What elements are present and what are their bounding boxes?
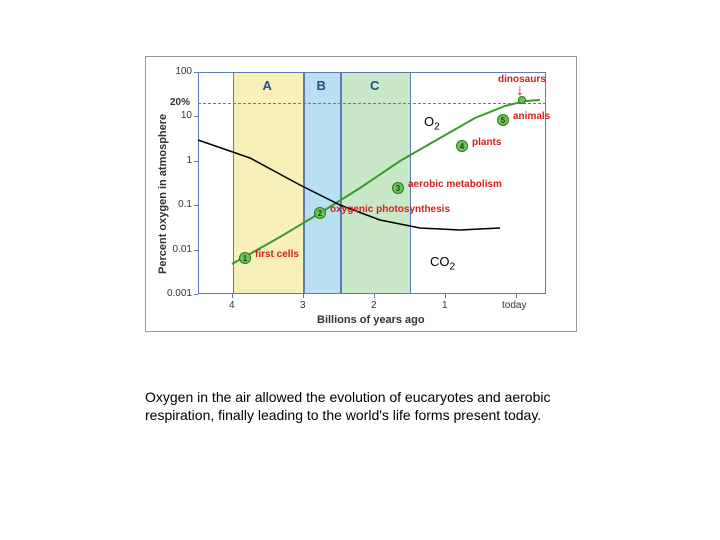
x-tick-label: 1 <box>442 300 448 311</box>
y-tick-label: 10 <box>181 110 192 121</box>
caption: Oxygen in the air allowed the evolution … <box>145 388 550 424</box>
y-tick-label: 1 <box>186 155 192 166</box>
event-marker-3: 3 <box>392 182 404 194</box>
event-label-2: oxygenic photosynthesis <box>330 204 450 215</box>
x-tick-label: 4 <box>229 300 235 311</box>
region-label-B: B <box>317 78 326 93</box>
event-marker-4: 4 <box>456 140 468 152</box>
y-tick <box>194 116 198 117</box>
event-label-1: first cells <box>255 249 299 260</box>
o2-label: O2 <box>424 114 440 133</box>
caption-line2: respiration, finally leading to the worl… <box>145 407 541 423</box>
x-axis-title: Billions of years ago <box>317 314 425 326</box>
y-tick-label: 0.1 <box>178 199 192 210</box>
dinosaur-marker <box>518 96 526 104</box>
x-tick-label: today <box>502 300 526 311</box>
event-marker-2: 2 <box>314 207 326 219</box>
y-axis-title: Percent oxygen in atmosphere <box>157 114 169 274</box>
y-tick <box>194 205 198 206</box>
region-label-C: C <box>370 78 379 93</box>
event-label-4: plants <box>472 137 501 148</box>
event-label-5: animals <box>513 111 550 122</box>
region-B <box>304 73 341 293</box>
x-tick <box>232 294 233 298</box>
x-tick <box>445 294 446 298</box>
y-tick <box>194 250 198 251</box>
y-tick-label: 0.01 <box>173 244 192 255</box>
y-tick <box>194 294 198 295</box>
y-tick <box>194 161 198 162</box>
y-tick <box>194 72 198 73</box>
x-tick <box>374 294 375 298</box>
event-marker-1: 1 <box>239 252 251 264</box>
threshold-line <box>198 103 546 104</box>
event-label-3: aerobic metabolism <box>408 179 502 190</box>
x-tick <box>303 294 304 298</box>
threshold-label: 20% <box>170 97 190 108</box>
co2-label: CO2 <box>430 254 455 273</box>
x-tick-label: 3 <box>300 300 306 311</box>
region-label-A: A <box>263 78 272 93</box>
x-tick-label: 2 <box>371 300 377 311</box>
event-marker-5: 5 <box>497 114 509 126</box>
y-tick-label: 0.001 <box>167 288 192 299</box>
x-tick <box>516 294 517 298</box>
y-tick-label: 100 <box>175 66 192 77</box>
caption-line1: Oxygen in the air allowed the evolution … <box>145 389 550 405</box>
